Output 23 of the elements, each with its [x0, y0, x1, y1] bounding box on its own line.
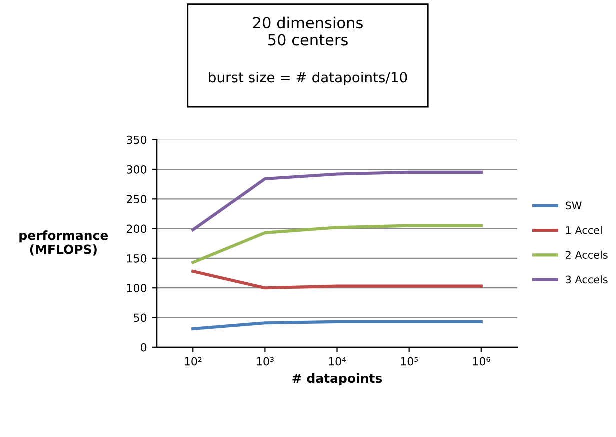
x-axis-title: # datapoints	[292, 373, 382, 386]
x-tick-label: 10²	[185, 357, 202, 366]
y-axis-title: performance (MFLOPS)	[20, 230, 108, 256]
y-tick-label: 300	[126, 165, 147, 174]
y-tick-label: 50	[134, 314, 147, 322]
legend-label: 3 Accels	[566, 276, 608, 284]
y-tick-label: 350	[126, 136, 147, 144]
y-tick-label: 100	[127, 284, 147, 292]
chart-title: 20 dimensions 50 centers	[253, 16, 363, 46]
y-tick-label: 200	[126, 224, 147, 234]
chart-subtitle: burst size = # datapoints/10	[209, 72, 408, 86]
x-tick-label: 10⁵	[401, 357, 418, 366]
x-tick-label: 10⁴	[329, 357, 346, 366]
line-series	[192, 224, 483, 264]
x-tick-label: 10⁶	[473, 357, 490, 366]
y-tick-label: 250	[126, 195, 147, 204]
line-series	[192, 170, 483, 232]
y-tick-label: 150	[127, 254, 147, 263]
y-tick-label: 0	[141, 343, 147, 352]
x-tick-label: 10³	[257, 357, 274, 366]
legend-label: SW	[566, 202, 582, 210]
legend-label: 2 Accels	[566, 250, 608, 259]
legend-label: 1 Accel	[566, 226, 602, 234]
